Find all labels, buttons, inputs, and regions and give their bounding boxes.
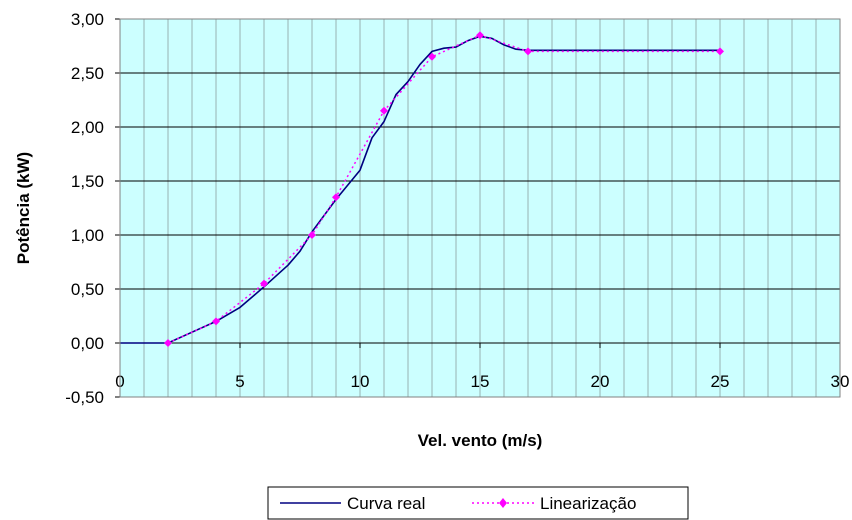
y-tick-label: 2,50 [71, 64, 104, 83]
y-tick-label: -0,50 [65, 388, 104, 407]
x-tick-label: 25 [711, 372, 730, 391]
x-tick-label: 5 [235, 372, 244, 391]
legend-marker-linearizacao [499, 498, 507, 508]
legend-label-curva-real: Curva real [347, 494, 425, 513]
x-tick-label: 20 [591, 372, 610, 391]
data-point-linearizacao [524, 47, 532, 56]
legend: Curva real Linearização [267, 486, 689, 520]
x-axis-title: Vel. vento (m/s) [418, 431, 543, 450]
data-point-linearizacao [260, 279, 268, 288]
y-axis-title: Potência (kW) [14, 152, 33, 264]
data-point-linearizacao [308, 231, 316, 239]
y-tick-label: 0,50 [71, 280, 104, 299]
data-point-linearizacao [428, 52, 436, 61]
plot-border [119, 18, 841, 398]
legend-label-linearizacao: Linearização [540, 494, 636, 513]
x-tick-label: 10 [351, 372, 370, 391]
y-tick-label: 3,00 [71, 10, 104, 29]
y-tick-label: 1,50 [71, 172, 104, 191]
data-point-linearizacao [332, 193, 340, 202]
x-tick-label: 15 [471, 372, 490, 391]
data-point-linearizacao [476, 31, 484, 40]
y-tick-labels: -0,50 0,00 0,50 1,00 1,50 2,00 2,50 3,00 [65, 10, 104, 407]
y-tick-label: 1,00 [71, 226, 104, 245]
data-point-linearizacao [212, 317, 220, 326]
series-group [120, 31, 724, 347]
data-point-linearizacao [380, 106, 388, 115]
y-tick-label: 2,00 [71, 118, 104, 137]
x-tick-labels: 0 5 10 15 20 25 30 [115, 372, 849, 391]
series-line-linearizacao [167, 34, 720, 344]
data-point-linearizacao [164, 339, 172, 347]
data-point-linearizacao [716, 47, 724, 56]
y-tick-label: 0,00 [71, 334, 104, 353]
